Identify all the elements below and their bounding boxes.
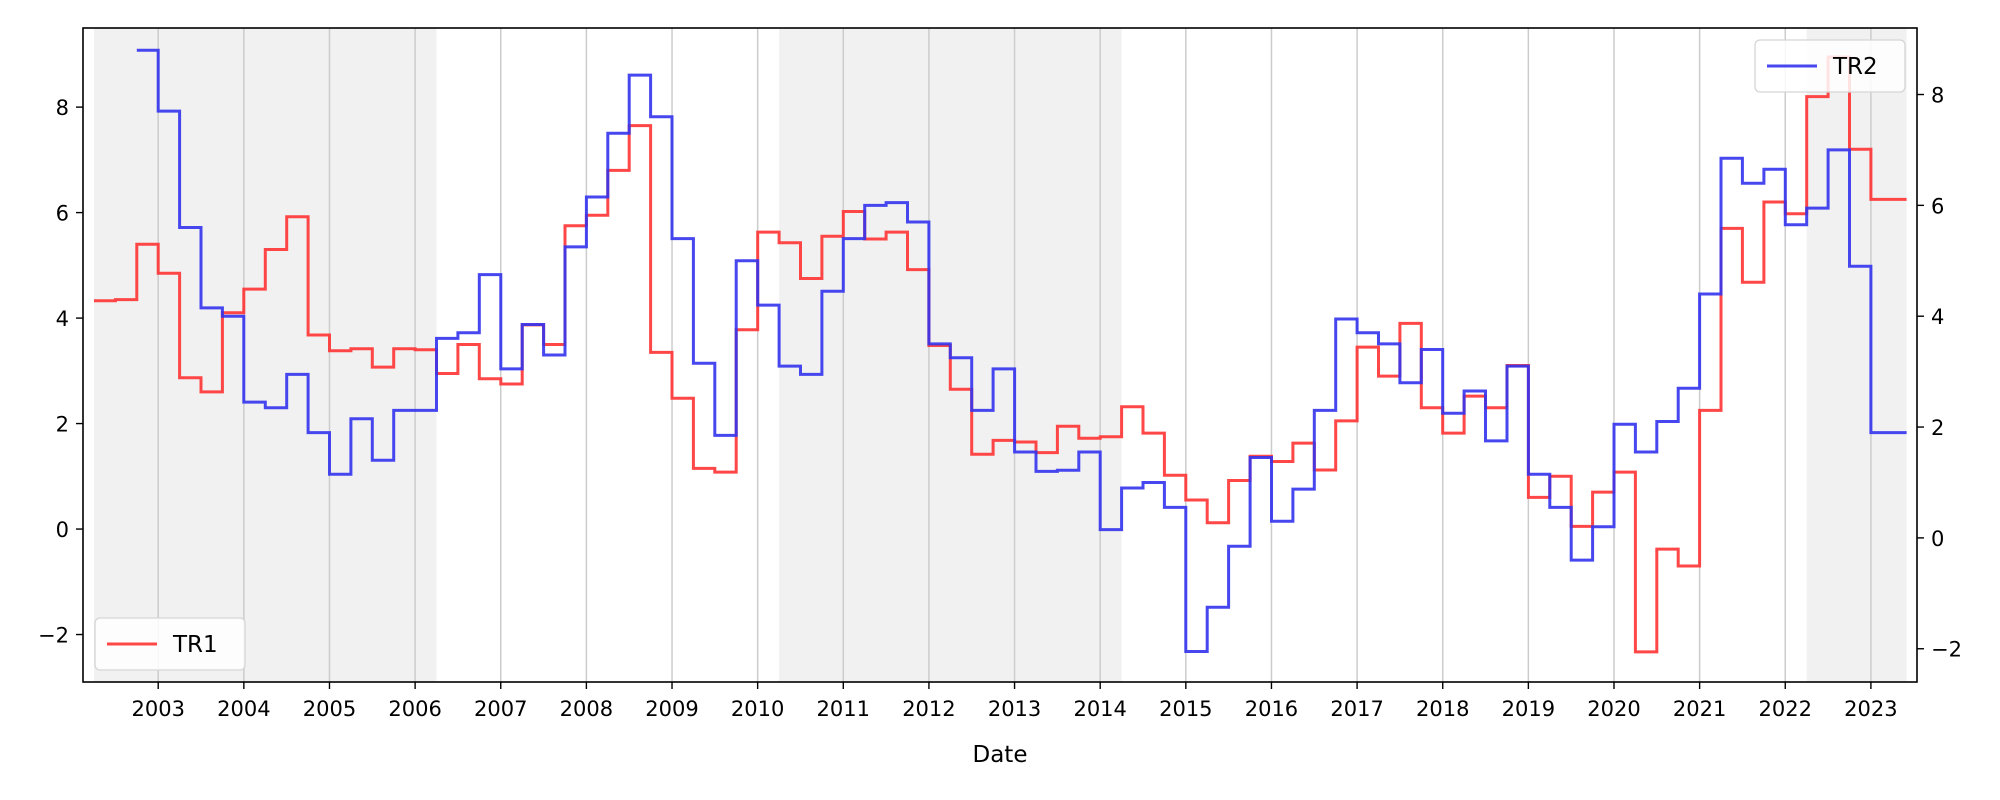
x-tick-label: 2015: [1159, 697, 1212, 721]
x-axis: 2003 2004 2005 2006 2007 2008 2009 2010 2011 2012…: [131, 682, 1898, 721]
y-right-tick-label: −2: [1931, 638, 1962, 662]
x-tick-label: 2021: [1673, 697, 1726, 721]
y-left-tick-label: 6: [56, 202, 69, 226]
y-left-tick-label: 4: [56, 307, 69, 331]
y-right-tick-label: 0: [1931, 527, 1944, 551]
y-right-tick-label: 8: [1931, 84, 1944, 108]
y-left-tick-label: −2: [38, 624, 69, 648]
x-tick-label: 2004: [217, 697, 270, 721]
x-tick-label: 2016: [1245, 697, 1298, 721]
y-right-tick-label: 4: [1931, 305, 1944, 329]
legend-tr2: TR2: [1754, 39, 1906, 93]
shaded-period-3: [1806, 28, 1907, 682]
x-tick-label: 2023: [1844, 697, 1897, 721]
x-tick-label: 2019: [1502, 697, 1555, 721]
x-tick-label: 2010: [731, 697, 784, 721]
x-tick-label: 2007: [474, 697, 527, 721]
series-line-tr2: [136, 48, 1907, 653]
legend-label: TR2: [1832, 54, 1878, 80]
y-right-tick-label: 6: [1931, 194, 1944, 218]
legend-box: [94, 617, 246, 671]
legend-box: [1754, 39, 1906, 93]
y-right-tick-label: 2: [1931, 416, 1944, 440]
x-tick-label: 2014: [1073, 697, 1126, 721]
x-tick-label: 2006: [388, 697, 441, 721]
vertical-gridlines: [157, 28, 1872, 682]
series-line-tr1: [94, 55, 1907, 654]
y-left-tick-label: 2: [56, 413, 69, 437]
x-tick-label: 2013: [988, 697, 1041, 721]
x-tick-label: 2012: [902, 697, 955, 721]
legend-tr1: TR1: [94, 617, 246, 671]
legend-label: TR1: [172, 632, 218, 658]
shaded-period-1: [93, 28, 437, 682]
y-axis-left: −2 0 2 4 6 8: [38, 96, 83, 648]
y-left-tick-label: 0: [56, 518, 69, 542]
x-tick-label: 2020: [1587, 697, 1640, 721]
x-tick-label: 2011: [817, 697, 870, 721]
x-tick-label: 2018: [1416, 697, 1469, 721]
x-tick-label: 2008: [560, 697, 613, 721]
x-tick-label: 2017: [1330, 697, 1383, 721]
x-tick-label: 2003: [131, 697, 184, 721]
x-tick-label: 2022: [1759, 697, 1812, 721]
x-axis-title: Date: [973, 742, 1028, 768]
series-lines: [94, 48, 1907, 654]
plot-frame: [82, 27, 1918, 683]
x-tick-label: 2009: [645, 697, 698, 721]
x-tick-label: 2005: [303, 697, 356, 721]
y-axis-right: −2 0 2 4 6 8: [1917, 84, 1962, 662]
y-left-tick-label: 8: [56, 96, 69, 120]
